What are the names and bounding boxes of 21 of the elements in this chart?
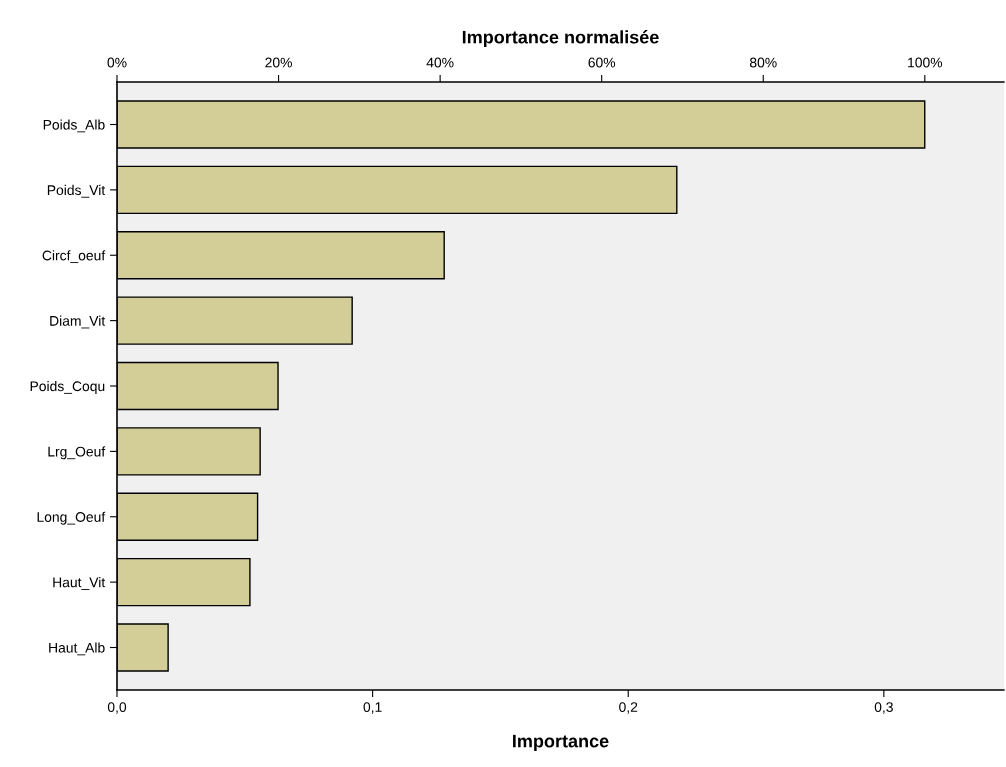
x2-tick-label: 0% (107, 57, 127, 68)
y-tick-label: Lrg_Oeuf (48, 446, 106, 460)
y-tick-label: Haut_Vit (53, 577, 106, 590)
x-tick-label: 0,0 (107, 702, 127, 714)
x2-tick-label: 80% (749, 57, 777, 68)
x2-tick-label: 100% (908, 57, 943, 68)
y-tick-label: Poids_Coqu (30, 380, 105, 394)
x-tick-label: 0,3 (874, 702, 893, 714)
x-tick-label: 0,1 (363, 702, 382, 714)
x2-tick-label: 20% (265, 57, 292, 68)
y-tick-label: Poids_Vit (47, 184, 106, 198)
y-tick-label: Haut_Alb (49, 642, 105, 656)
y-tick-label: Diam_Vit (50, 315, 106, 329)
x2-tick-label: 40% (426, 57, 454, 68)
y-tick-label: Circf_oeuf (42, 250, 106, 264)
y-tick-label: Poids_Alb (43, 119, 105, 133)
y-tick-label: Long_Oeuf (37, 511, 106, 525)
x2-tick-label: 60% (588, 57, 616, 68)
x2-axis-title: Importance normalisée (462, 30, 659, 48)
x-axis-title: Importance (513, 734, 609, 752)
x-tick-label: 0,2 (619, 702, 638, 714)
